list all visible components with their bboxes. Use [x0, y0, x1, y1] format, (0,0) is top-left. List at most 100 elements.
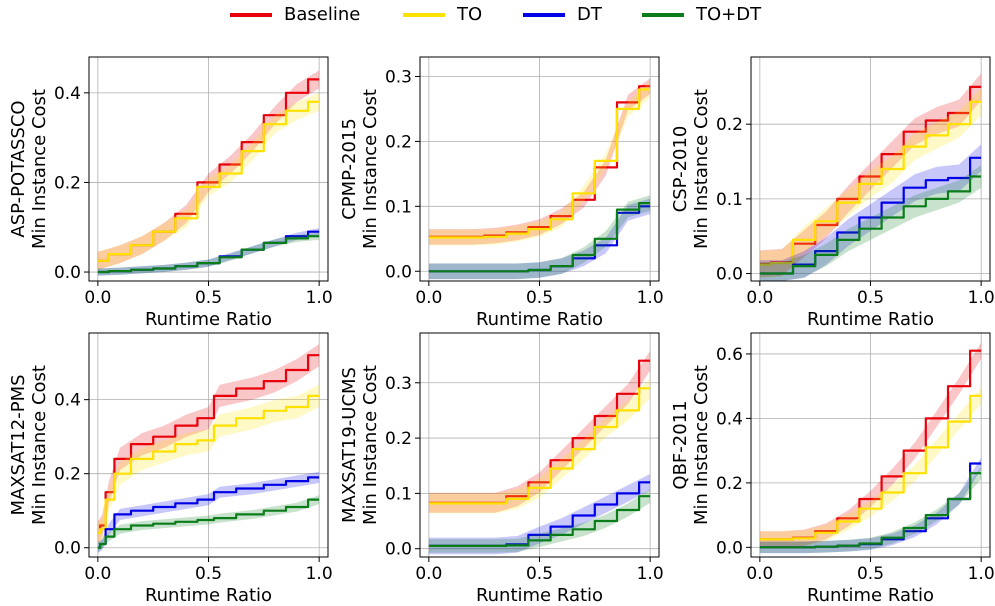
y-axis-label-metric: Min Instance Cost — [691, 365, 712, 525]
x-tick-label: 1.0 — [637, 288, 664, 308]
x-tick-label: 0.5 — [195, 564, 222, 584]
y-axis-label-dataset: MAXSAT19-UCMS — [339, 367, 360, 523]
chart-panel-qbf-2011: 0.0 0.5 1.0 0.0 0.2 0.4 0.6 Runtime Ratio QBF-20… — [670, 332, 995, 606]
series-line-to — [428, 88, 651, 239]
y-tick-label: 0.2 — [385, 132, 412, 152]
confidence-band-to-dt — [759, 467, 982, 554]
x-tick-label: 1.0 — [968, 288, 995, 308]
x-tick-label: 1.0 — [306, 288, 333, 308]
confidence-band-baseline — [97, 344, 320, 544]
y-tick-label: 0.0 — [54, 539, 81, 559]
series-line-to-dt — [759, 175, 982, 275]
x-tick-label: 0.5 — [195, 288, 222, 308]
y-tick-label: 0.4 — [716, 409, 743, 429]
legend-label-to-dt: TO+DT — [696, 4, 762, 25]
x-axis-label: Runtime Ratio — [145, 309, 272, 330]
x-tick-label: 0.0 — [746, 564, 773, 584]
confidence-band-to-dt — [759, 165, 982, 281]
y-axis-label-metric: Min Instance Cost — [691, 89, 712, 249]
legend-item-to-dt: TO+DT — [642, 4, 761, 25]
series-line-to-dt — [428, 202, 651, 273]
y-axis-label-dataset: CPMP-2015 — [339, 118, 360, 220]
y-tick-label: 0.0 — [716, 265, 743, 285]
confidence-band-to — [759, 387, 982, 548]
confidence-band-to — [97, 384, 320, 544]
confidence-band-to — [428, 81, 651, 246]
y-tick-label: 0.0 — [385, 262, 412, 282]
series-line-to — [97, 394, 320, 534]
chart-panel-cpmp-2015: 0.0 0.5 1.0 0.0 0.1 0.2 0.3 Runtime Ratio CPMP-2… — [339, 56, 664, 330]
x-axis-label: Runtime Ratio — [807, 585, 934, 606]
y-tick-label: 0.6 — [716, 345, 743, 365]
x-tick-label: 0.5 — [857, 564, 884, 584]
series-line-to-dt — [97, 498, 320, 549]
legend: Baseline TO DT TO+DT — [0, 0, 995, 34]
x-axis-label: Runtime Ratio — [807, 309, 934, 330]
y-tick-label: 0.3 — [385, 374, 412, 394]
legend-swatch-baseline — [230, 12, 272, 17]
chart-panel-maxsat19-ucms: 0.0 0.5 1.0 0.0 0.1 0.2 0.3 Runtime Ratio MAXSAT… — [339, 332, 664, 606]
confidence-band-to-dt — [97, 495, 320, 553]
chart-panel-maxsat12-pms: 0.0 0.5 1.0 0.0 0.2 0.4 Runtime Ratio MAXSAT12-… — [8, 332, 333, 606]
series-line-to — [759, 394, 982, 541]
series-line-dt — [97, 476, 320, 549]
series-line-to-dt — [97, 235, 320, 274]
x-tick-label: 0.0 — [415, 564, 442, 584]
y-tick-label: 0.1 — [385, 197, 412, 217]
legend-label-to: TO — [457, 4, 483, 25]
legend-label-dt: DT — [577, 4, 602, 25]
y-axis-label-dataset: ASP-POTASSCO — [8, 100, 29, 237]
y-axis-label-metric: Min Instance Cost — [360, 365, 381, 525]
series-line-to-dt — [428, 495, 651, 547]
x-tick-label: 0.0 — [84, 288, 111, 308]
y-axis-label-dataset: CSP-2010 — [670, 126, 691, 213]
x-tick-label: 1.0 — [968, 564, 995, 584]
x-tick-label: 0.0 — [84, 564, 111, 584]
confidence-band-to — [428, 378, 651, 514]
legend-item-to: TO — [403, 4, 482, 25]
confidence-band-dt — [97, 471, 320, 554]
y-tick-label: 0.0 — [716, 538, 743, 558]
y-tick-label: 0.2 — [716, 474, 743, 494]
y-tick-label: 0.1 — [716, 190, 743, 210]
y-axis-label-metric: Min Instance Cost — [29, 89, 50, 249]
chart-panel-asp-potassco: 0.0 0.5 1.0 0.0 0.2 0.4 Runtime Ratio ASP-POTAS… — [8, 56, 333, 330]
legend-swatch-dt — [523, 12, 565, 17]
y-tick-label: 0.2 — [54, 173, 81, 193]
x-tick-label: 1.0 — [637, 564, 664, 584]
y-tick-label: 0.2 — [716, 115, 743, 135]
y-axis-label-dataset: MAXSAT12-PMS — [8, 374, 29, 515]
x-tick-label: 0.5 — [526, 288, 553, 308]
y-tick-label: 0.2 — [54, 465, 81, 485]
x-tick-label: 0.0 — [415, 288, 442, 308]
series-line-to — [97, 100, 320, 262]
confidence-band-baseline — [428, 350, 651, 513]
legend-item-baseline: Baseline — [230, 4, 360, 25]
y-axis-label-dataset: QBF-2011 — [670, 400, 691, 489]
x-axis-label: Runtime Ratio — [476, 585, 603, 606]
legend-swatch-to-dt — [642, 12, 684, 17]
y-tick-label: 0.4 — [54, 391, 81, 411]
confidence-band-baseline — [759, 342, 982, 548]
legend-item-dt: DT — [523, 4, 602, 25]
y-tick-label: 0.3 — [385, 67, 412, 87]
series-line-to-dt — [759, 472, 982, 549]
chart-panel-csp-2010: 0.0 0.5 1.0 0.0 0.1 0.2 Runtime Ratio CSP-2010 M… — [670, 56, 995, 330]
x-tick-label: 0.0 — [746, 288, 773, 308]
series-line-to — [759, 100, 982, 266]
legend-swatch-to — [403, 12, 445, 17]
x-tick-label: 0.5 — [857, 288, 884, 308]
legend-label-baseline: Baseline — [284, 4, 361, 25]
confidence-band-dt — [759, 144, 982, 281]
y-tick-label: 0.1 — [385, 484, 412, 504]
x-axis-label: Runtime Ratio — [476, 309, 603, 330]
x-tick-label: 0.5 — [526, 564, 553, 584]
y-axis-label-metric: Min Instance Cost — [29, 365, 50, 525]
y-tick-label: 0.4 — [54, 84, 81, 104]
y-tick-label: 0.0 — [54, 263, 81, 283]
y-axis-label-metric: Min Instance Cost — [360, 89, 381, 249]
y-tick-label: 0.0 — [385, 540, 412, 560]
y-tick-label: 0.2 — [385, 429, 412, 449]
series-line-to — [428, 387, 651, 505]
